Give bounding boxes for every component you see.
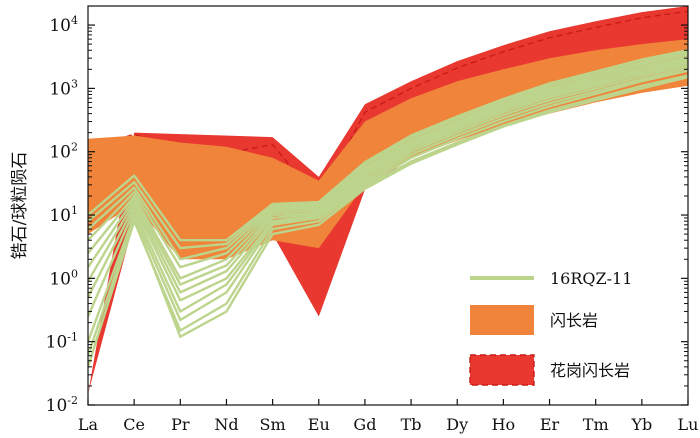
sample-line-2 <box>88 66 688 317</box>
x-tick-label-Lu: Lu <box>678 415 699 434</box>
legend-label-sample: 16RQZ-11 <box>550 269 632 288</box>
sample-line-7 <box>88 56 688 269</box>
sample-line-6 <box>88 57 688 280</box>
x-tick-label-Yb: Yb <box>630 415 652 434</box>
sample-line-1 <box>88 69 688 343</box>
sample-line-11 <box>88 76 688 357</box>
x-tick-label-Pr: Pr <box>171 415 190 434</box>
x-tick-label-Gd: Gd <box>353 415 376 434</box>
sample-line-9 <box>88 51 688 250</box>
y-tick-label-1: 10-1 <box>46 331 78 353</box>
sample-line-3 <box>88 64 688 302</box>
legend-label-granodiorite: 花岗闪长岩 <box>550 361 630 380</box>
sample-line-0 <box>88 74 688 368</box>
x-tick-label-La: La <box>78 415 99 434</box>
x-tick-label-Sm: Sm <box>260 415 286 434</box>
y-axis-label: 锆石/球粒陨石 <box>10 152 30 260</box>
plot-content <box>88 6 688 394</box>
x-tick-label-Eu: Eu <box>308 415 330 434</box>
sample-line-8 <box>88 53 688 261</box>
y-tick-label-6: 104 <box>49 14 78 36</box>
legend-label-diorite: 闪长岩 <box>550 311 598 330</box>
x-tick-label-Dy: Dy <box>446 415 468 434</box>
legend-swatch-diorite <box>470 305 534 335</box>
x-tick-label-Ce: Ce <box>123 415 145 434</box>
legend-swatch-granodiorite <box>469 354 535 386</box>
y-tick-label-0: 10-2 <box>46 394 78 416</box>
sample-line-10 <box>88 49 688 242</box>
plot-frame <box>87 5 689 406</box>
x-tick-label-Tm: Tm <box>583 415 609 434</box>
y-tick-label-4: 102 <box>49 141 78 163</box>
sample-line-5 <box>88 59 688 286</box>
x-tick-label-Nd: Nd <box>214 415 238 434</box>
x-tick-label-Er: Er <box>540 415 560 434</box>
plot-area <box>88 6 688 394</box>
y-tick-label-5: 103 <box>49 77 78 99</box>
y-tick-label-2: 100 <box>49 267 78 289</box>
sample-line-4 <box>88 62 688 294</box>
x-tick-label-Tb: Tb <box>401 415 422 434</box>
axes: 10-2 10-1 100 101 102 103 104 La Ce Pr Nd Sm Eu Gd Tb D… <box>46 5 699 434</box>
x-tick-label-Ho: Ho <box>492 415 516 434</box>
y-tick-label-3: 101 <box>49 204 78 226</box>
